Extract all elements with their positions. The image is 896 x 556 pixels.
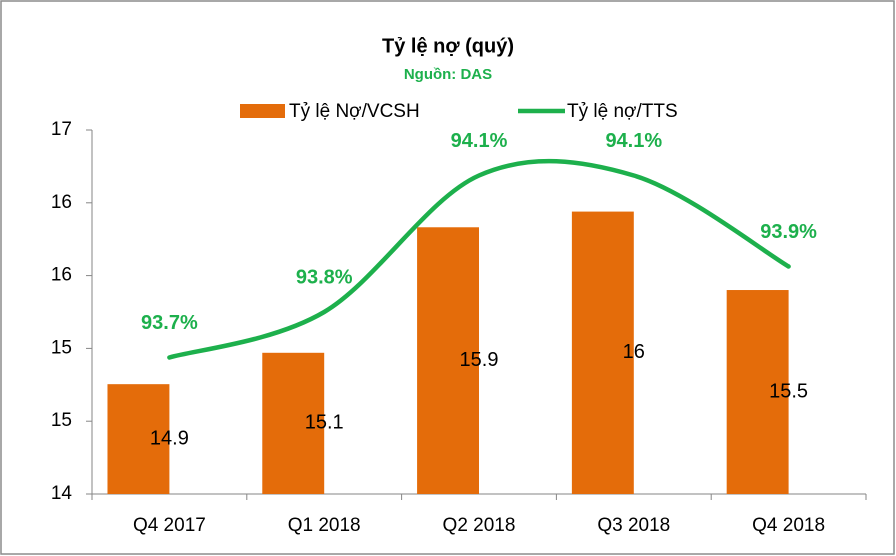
chart-title: Tỷ lệ nợ (quý)	[382, 35, 514, 57]
bar-value-label: 15.9	[460, 349, 499, 371]
x-tick-label: Q4 2017	[133, 515, 206, 536]
x-tick-label: Q4 2018	[752, 515, 825, 536]
bar	[262, 352, 325, 494]
x-tick-label: Q2 2018	[443, 515, 516, 536]
y-tick-label: 15	[51, 337, 72, 358]
bar	[726, 290, 789, 494]
chart-subtitle: Nguồn: DAS	[404, 66, 492, 83]
line-value-label: 94.1%	[451, 130, 508, 152]
legend-label: Tỷ lệ Nợ/VCSH	[289, 101, 420, 122]
line-value-label: 94.1%	[605, 130, 662, 152]
bar	[417, 227, 479, 494]
y-tick-label: 15	[51, 410, 72, 431]
bar-value-label: 15.1	[305, 412, 344, 434]
line-value-label: 93.9%	[760, 221, 817, 243]
x-tick-label: Q3 2018	[597, 515, 670, 536]
y-tick-label: 16	[51, 265, 72, 286]
bar-value-label: 16	[623, 341, 645, 363]
y-tick-label: 16	[51, 192, 72, 213]
line-value-label: 93.7%	[141, 312, 198, 334]
y-tick-label: 14	[51, 483, 73, 504]
line-value-label: 93.8%	[296, 266, 353, 288]
bar-value-label: 14.9	[150, 427, 189, 449]
bar	[107, 384, 170, 494]
y-tick-label: 17	[51, 119, 72, 140]
legend-label: Tỷ lệ nợ/TTS	[567, 101, 678, 122]
legend-swatch	[240, 104, 285, 118]
bar-value-label: 15.5	[769, 380, 808, 402]
line	[167, 158, 791, 360]
bar	[571, 211, 634, 494]
x-tick-label: Q1 2018	[288, 515, 361, 536]
